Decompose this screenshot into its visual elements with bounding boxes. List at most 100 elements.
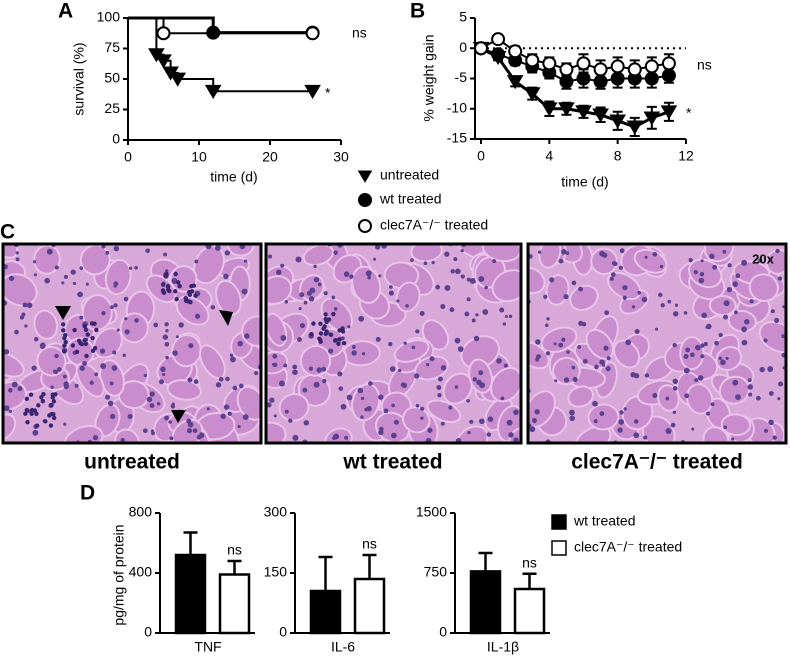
tubule	[75, 362, 105, 398]
nucleus	[578, 286, 583, 292]
nucleus	[563, 377, 570, 383]
glomerulus-cell	[322, 324, 327, 329]
tubule	[633, 248, 668, 274]
nucleus	[410, 258, 414, 262]
nucleus	[223, 273, 229, 280]
nucleus	[672, 343, 677, 348]
tubule	[748, 273, 779, 302]
nucleus	[419, 311, 425, 316]
glomerulus-cell	[336, 341, 341, 346]
nucleus	[572, 376, 578, 382]
nucleus	[450, 269, 455, 274]
nucleus	[123, 296, 129, 302]
nucleus	[178, 322, 184, 328]
nucleus	[63, 383, 69, 390]
marker	[593, 62, 608, 77]
nucleus	[110, 305, 114, 310]
nucleus	[237, 424, 241, 429]
glomerulus-cell	[28, 392, 34, 397]
nucleus	[553, 342, 557, 346]
glomerulus-cell	[318, 321, 323, 326]
x-tick-label: 0	[124, 149, 132, 165]
nucleus	[328, 348, 334, 354]
legend-marker	[357, 170, 373, 183]
nucleus	[243, 259, 248, 263]
nucleus	[237, 340, 243, 347]
tubule	[395, 281, 421, 313]
nucleus	[698, 277, 705, 284]
tubule	[720, 413, 752, 437]
glomerulus-cell	[318, 339, 323, 344]
nucleus	[694, 344, 701, 351]
nucleus	[593, 419, 598, 424]
tubule	[540, 326, 578, 353]
nucleus	[722, 249, 727, 254]
nucleus	[273, 414, 277, 418]
nucleus	[667, 299, 672, 304]
marker	[304, 84, 321, 99]
nucleus	[643, 435, 648, 440]
glomerulus-cell	[49, 402, 54, 408]
nucleus	[665, 396, 670, 401]
nucleus	[759, 366, 765, 373]
nucleus	[85, 282, 89, 286]
tubule	[63, 424, 104, 443]
nucleus	[545, 323, 549, 327]
legend-marker	[358, 219, 372, 233]
nucleus	[50, 385, 54, 389]
nucleus	[53, 369, 59, 375]
nucleus	[725, 356, 729, 360]
tubule	[3, 351, 25, 378]
nucleus	[337, 371, 343, 377]
nucleus	[145, 248, 150, 254]
y-tick-label: 0	[439, 624, 447, 640]
nucleus	[594, 364, 599, 370]
y-tick-label: 800	[129, 504, 153, 520]
y-axis-label: % weight gain	[421, 34, 437, 121]
nucleus	[351, 345, 356, 349]
tubule	[613, 339, 641, 369]
nucleus	[365, 270, 372, 277]
nucleus	[284, 300, 289, 304]
nucleus	[3, 405, 10, 412]
nucleus	[654, 327, 659, 331]
nucleus	[429, 356, 435, 362]
tubule	[567, 385, 594, 408]
tubule	[587, 403, 620, 431]
nucleus	[777, 276, 783, 281]
marker	[661, 56, 676, 71]
nucleus	[700, 354, 705, 359]
marker	[610, 59, 625, 74]
x-tick-label: 8	[614, 148, 622, 164]
nucleus	[625, 339, 632, 346]
glomerulus-cell	[331, 311, 336, 317]
nucleus	[770, 309, 775, 314]
nucleus	[321, 366, 327, 372]
tubule	[490, 367, 521, 403]
nucleus	[391, 403, 395, 408]
y-tick-label: -10	[447, 99, 467, 115]
nucleus	[361, 352, 366, 356]
nucleus	[253, 370, 259, 376]
nucleus	[604, 310, 610, 316]
nucleus	[659, 264, 664, 269]
marker	[506, 75, 524, 90]
nucleus	[426, 363, 430, 367]
nucleus	[17, 386, 23, 392]
tubule	[393, 339, 430, 363]
nucleus	[710, 402, 715, 407]
panel-label: C	[0, 221, 15, 244]
error-bar	[522, 572, 537, 589]
nucleus	[436, 385, 442, 390]
nucleus	[453, 257, 458, 262]
marker	[204, 84, 222, 99]
error-bar	[478, 551, 493, 572]
nucleus	[479, 418, 485, 425]
tubule	[455, 425, 489, 443]
glomerulus-cell	[186, 289, 192, 295]
nucleus	[313, 264, 317, 269]
marker	[541, 102, 558, 117]
tubule	[528, 266, 546, 295]
nucleus	[366, 406, 372, 412]
